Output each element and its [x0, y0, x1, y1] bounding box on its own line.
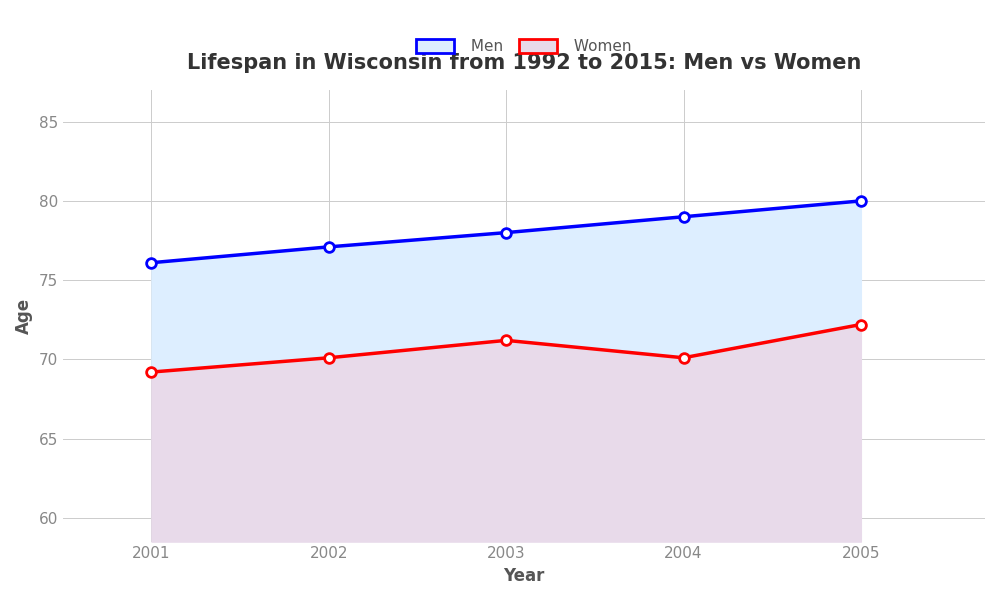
Legend:  Men,  Women: Men, Women	[416, 39, 632, 54]
X-axis label: Year: Year	[503, 567, 545, 585]
Y-axis label: Age: Age	[15, 298, 33, 334]
Title: Lifespan in Wisconsin from 1992 to 2015: Men vs Women: Lifespan in Wisconsin from 1992 to 2015:…	[187, 53, 861, 73]
